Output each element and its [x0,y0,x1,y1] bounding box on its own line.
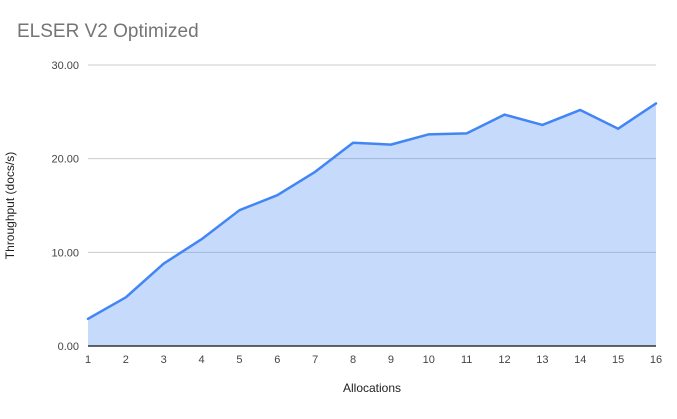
x-tick-label: 1 [85,354,91,366]
x-tick-label: 11 [461,354,472,366]
x-tick-label: 6 [274,354,280,366]
x-tick-label: 8 [350,354,356,366]
x-tick-label: 10 [423,354,435,366]
x-tick-label: 5 [236,354,242,366]
y-axis-title: Throughput (docs/s) [3,152,17,259]
x-axis-title: Allocations [343,381,401,395]
x-tick-label: 2 [123,354,129,366]
x-tick-label: 14 [574,354,586,366]
x-tick-label: 4 [199,354,205,366]
series-line [86,102,658,321]
chart-title: ELSER V2 Optimized [17,21,199,42]
y-tick-label: 0.00 [58,341,79,353]
x-tick-label: 9 [388,354,394,366]
y-tick-label: 20.00 [51,154,79,166]
x-tick-label: 15 [612,354,624,366]
y-tick-label: 10.00 [51,247,79,259]
x-tick-label: 12 [498,354,510,366]
x-tick-label: 3 [161,354,167,366]
area-fill [88,103,656,346]
x-tick-label: 7 [312,354,318,366]
x-tick-label: 16 [650,354,662,366]
y-tick-label: 30.00 [51,60,79,72]
x-tick-label: 13 [536,354,548,366]
